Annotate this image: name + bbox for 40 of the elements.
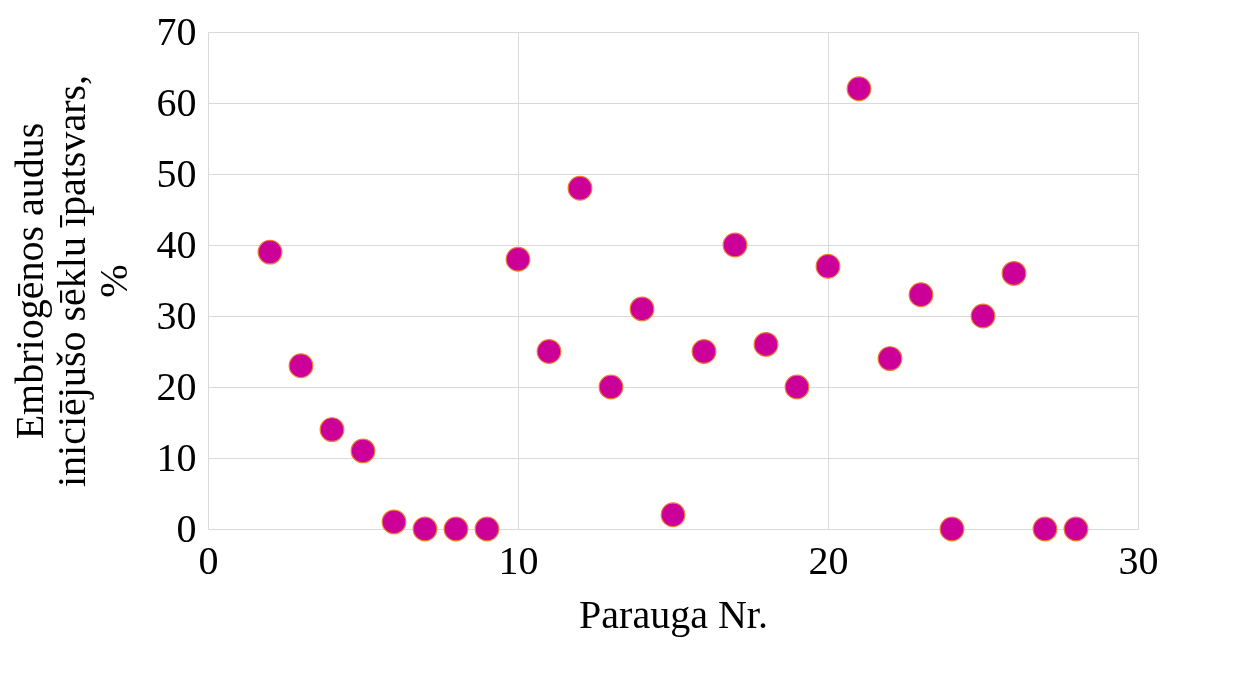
point — [288, 353, 314, 379]
point — [257, 239, 283, 265]
x-tick-label: 20 — [808, 537, 849, 583]
point — [939, 516, 965, 542]
y-tick-label: 60 — [156, 79, 197, 125]
point — [815, 253, 841, 279]
point — [846, 76, 872, 102]
point — [753, 331, 779, 357]
y-tick-label: 20 — [156, 363, 197, 409]
point — [505, 246, 531, 272]
point — [722, 232, 748, 258]
point — [1032, 516, 1058, 542]
point — [629, 296, 655, 322]
y-tick-label: 10 — [156, 434, 197, 480]
point — [1001, 260, 1027, 286]
x-tick-label: 30 — [1118, 537, 1159, 583]
point — [784, 374, 810, 400]
point — [319, 417, 345, 443]
point — [536, 339, 562, 364]
point — [970, 303, 996, 329]
point — [691, 339, 717, 364]
y-tick-label: 40 — [156, 221, 197, 267]
y-tick-label: 30 — [156, 292, 197, 338]
x-tick-label: 10 — [498, 537, 539, 583]
y-tick-label: 50 — [156, 150, 197, 196]
point — [443, 516, 469, 542]
point — [412, 516, 438, 542]
point — [598, 374, 624, 400]
point — [350, 438, 376, 464]
y-tick-label: 0 — [176, 505, 197, 551]
point — [1063, 516, 1089, 542]
point — [381, 509, 407, 535]
x-axis-title: Parauga Nr. — [579, 591, 768, 637]
y-tick-label: 70 — [156, 8, 197, 54]
point — [908, 282, 934, 308]
point — [474, 516, 500, 542]
point — [660, 502, 686, 528]
y-axis-title: Embriogēnos audus iniciējušo sēklu īpatsvars, % — [6, 74, 136, 488]
point — [567, 175, 593, 201]
point — [877, 346, 903, 372]
